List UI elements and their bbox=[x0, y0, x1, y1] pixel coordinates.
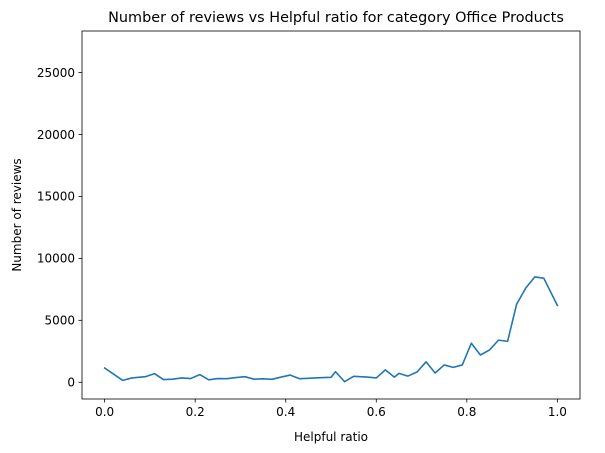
x-axis-label: Helpful ratio bbox=[294, 430, 368, 444]
y-tick-label: 25000 bbox=[37, 66, 75, 80]
series-line-0 bbox=[103, 276, 559, 383]
x-tick-label: 0.2 bbox=[186, 405, 205, 419]
axes-frame bbox=[81, 30, 581, 400]
y-tick-label: 0 bbox=[67, 376, 75, 390]
x-tick-label: 0.6 bbox=[367, 405, 386, 419]
x-tick-label: 0.0 bbox=[95, 405, 114, 419]
y-axis-label: Number of reviews bbox=[10, 158, 24, 271]
y-tick-label: 10000 bbox=[37, 252, 75, 266]
plot-area: 0.0 0.2 0.4 0.6 0.8 1.0 0 5000 10000 15000 20000 25… bbox=[37, 30, 581, 419]
y-tick-label: 15000 bbox=[37, 190, 75, 204]
chart-title: Number of reviews vs Helpful ratio for c… bbox=[108, 10, 564, 26]
x-tick-label: 0.8 bbox=[457, 405, 476, 419]
x-tick-label: 0.4 bbox=[276, 405, 295, 419]
y-tick-label: 20000 bbox=[37, 128, 75, 142]
y-tick-label: 5000 bbox=[44, 314, 75, 328]
x-tick-label: 1.0 bbox=[548, 405, 567, 419]
